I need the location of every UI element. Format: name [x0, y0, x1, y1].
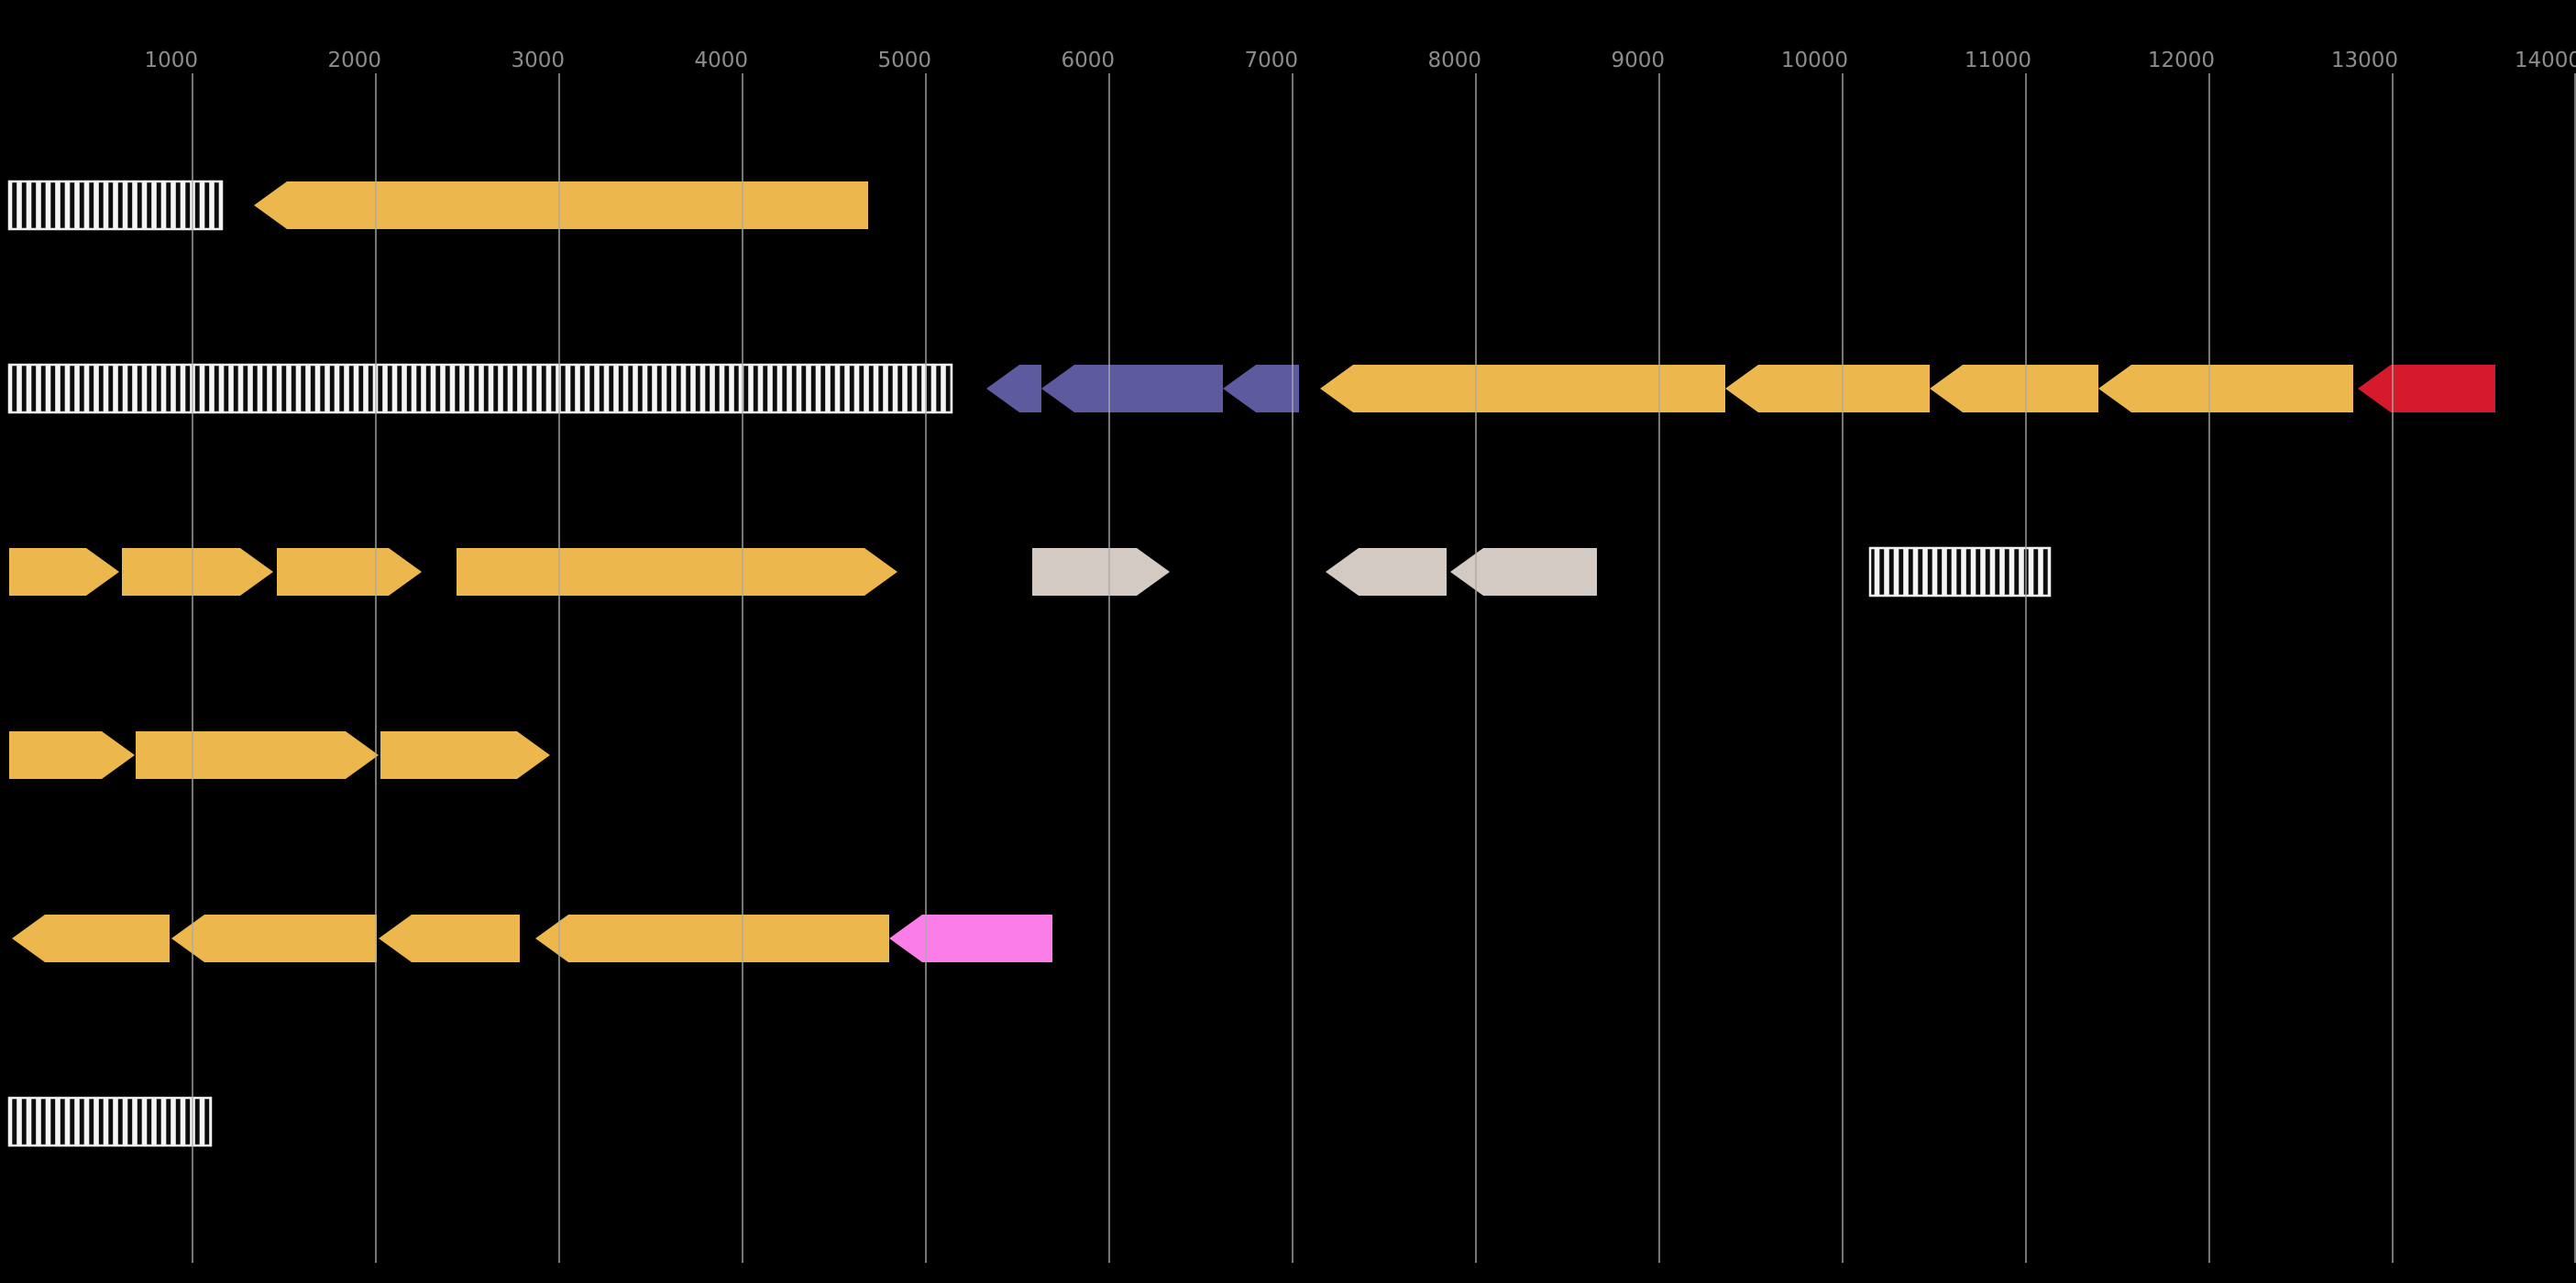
gene-arrow-forward — [9, 731, 135, 779]
axis-tick-label: 5000 — [877, 49, 931, 72]
gene-arrow-reverse — [1223, 365, 1299, 412]
axis-tick-label: 7000 — [1244, 49, 1298, 72]
axis-tick-label: 9000 — [1611, 49, 1665, 72]
gene-arrow-forward — [277, 548, 422, 596]
hatched-region — [7, 180, 224, 231]
gene-arrow-forward — [9, 548, 119, 596]
gene-arrow-reverse — [379, 915, 520, 962]
axis-tick-label: 8000 — [1427, 49, 1481, 72]
gene-arrow-reverse — [889, 915, 1052, 962]
gene-arrow-reverse — [1326, 548, 1447, 596]
feature-layer — [7, 180, 2495, 1147]
axis-tick-label: 10000 — [1781, 49, 1848, 72]
gene-arrow-reverse — [2098, 365, 2353, 412]
gene-arrow-reverse — [535, 915, 889, 962]
axis-tick-label: 13000 — [2331, 49, 2398, 72]
track-3 — [9, 546, 2052, 598]
axis-tick-label: 14000 — [2515, 49, 2576, 72]
gene-arrow-forward — [457, 548, 897, 596]
axis-tick-label: 4000 — [694, 49, 748, 72]
axis-tick-label: 3000 — [511, 49, 565, 72]
axis-tick-label: 2000 — [327, 49, 381, 72]
axis-layer: 1000 2000 3000 4000 5000 6000 7000 8000 9000 1000… — [144, 49, 2576, 1263]
gene-arrow-reverse — [12, 915, 170, 962]
track-1 — [7, 180, 868, 231]
gene-arrow-forward — [1032, 548, 1170, 596]
gene-arrow-reverse — [1450, 548, 1597, 596]
gene-arrow-reverse — [1320, 365, 1725, 412]
gene-arrow-reverse — [171, 915, 377, 962]
gene-arrow-reverse — [254, 181, 868, 229]
gene-arrow-reverse — [986, 365, 1041, 412]
axis-tick-label: 6000 — [1061, 49, 1115, 72]
track-2 — [7, 363, 2495, 414]
axis-tick-label: 12000 — [2148, 49, 2215, 72]
gene-arrow-forward — [136, 731, 379, 779]
track-6 — [7, 1096, 213, 1147]
gene-arrow-reverse — [1725, 365, 1930, 412]
track-4 — [9, 731, 550, 779]
gene-arrow-reverse — [1930, 365, 2098, 412]
track-5 — [12, 915, 1052, 962]
hatched-region — [7, 1096, 213, 1147]
hatched-region — [1868, 546, 2052, 598]
gene-arrow-reverse — [1041, 365, 1223, 412]
axis-tick-label: 1000 — [144, 49, 198, 72]
hatched-region — [7, 363, 953, 414]
gene-arrow-forward — [380, 731, 550, 779]
gene-arrow-forward — [122, 548, 273, 596]
axis-tick-label: 11000 — [1965, 49, 2031, 72]
